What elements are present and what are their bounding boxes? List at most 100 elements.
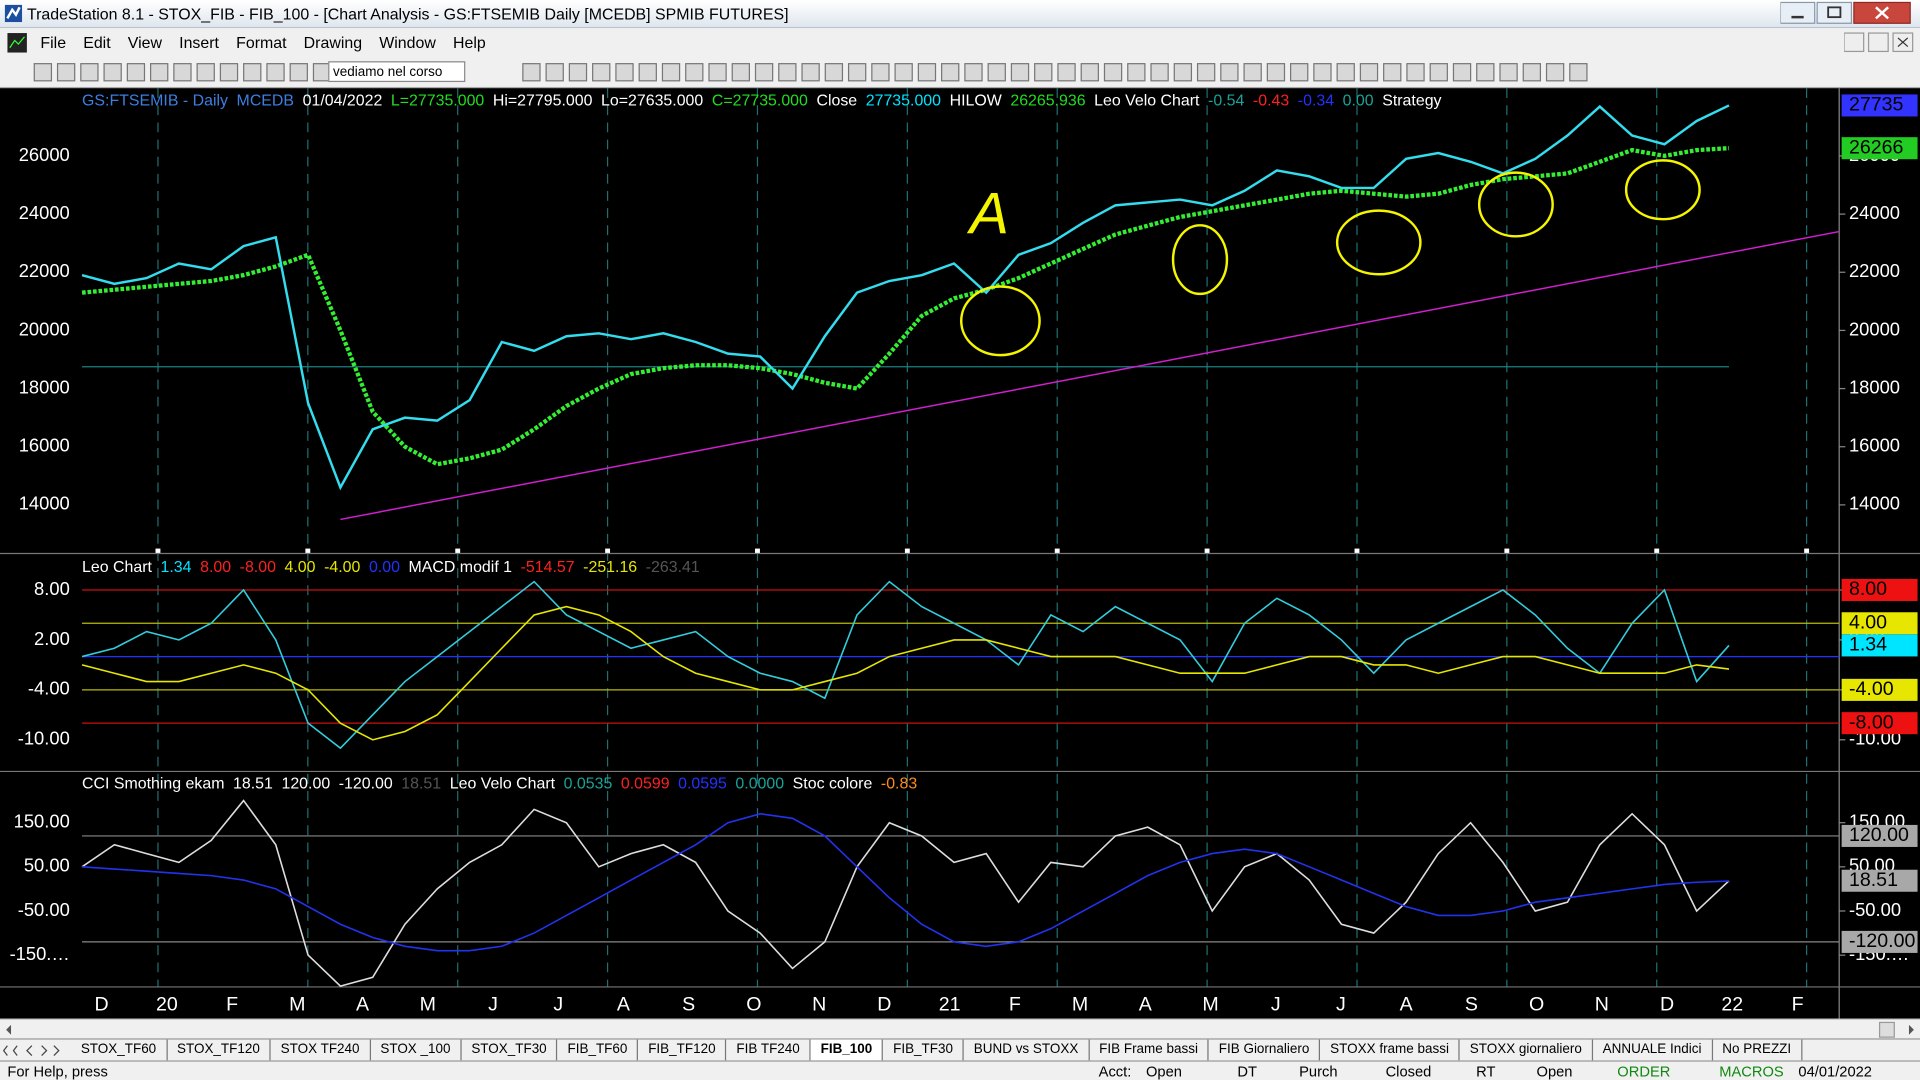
period-marker	[1504, 548, 1510, 554]
toolbar-icon[interactable]	[871, 63, 890, 82]
tab[interactable]: STOX_TF120	[167, 1039, 271, 1061]
value-box	[1841, 930, 1918, 953]
toolbar-icon[interactable]	[1220, 63, 1239, 82]
toolbar-icon[interactable]	[266, 63, 285, 82]
tab[interactable]: FIB_TF120	[638, 1039, 727, 1061]
toolbar-icon[interactable]	[522, 63, 541, 82]
toolbar-icon[interactable]	[1359, 63, 1379, 82]
toolbar-icon[interactable]	[824, 63, 844, 82]
toolbar-icon[interactable]	[1103, 63, 1123, 82]
tab[interactable]: ANNUALE Indici	[1593, 1039, 1713, 1061]
tab[interactable]: STOXX frame bassi	[1320, 1039, 1460, 1061]
window-controls[interactable]	[1780, 1, 1915, 25]
toolbar-icon[interactable]	[173, 63, 192, 82]
toolbar-icon[interactable]	[1266, 63, 1286, 82]
toolbar-icon[interactable]	[150, 63, 169, 82]
menu-item[interactable]: Window	[379, 33, 436, 52]
toolbar-icon[interactable]	[685, 63, 704, 82]
x-tick-label: F	[1009, 993, 1021, 1015]
menu-item[interactable]: View	[127, 33, 163, 52]
highlight-circle	[1171, 224, 1229, 296]
toolbar-icon[interactable]	[801, 63, 820, 82]
workspace-combo[interactable]: vediamo nel corso	[328, 61, 466, 83]
header-item: 18.51	[233, 773, 273, 793]
header-item: 120.00	[281, 773, 331, 793]
menu-item[interactable]: Help	[452, 33, 486, 52]
x-tick-label: A	[356, 993, 370, 1015]
window-title: TradeStation 8.1 - STOX_FIB - FIB_100 - …	[26, 4, 789, 24]
menu-item[interactable]: Insert	[179, 33, 219, 52]
toolbar-icon[interactable]	[1383, 63, 1402, 82]
toolbar-icon[interactable]	[1243, 63, 1262, 82]
toolbar-icon[interactable]	[1034, 63, 1053, 82]
toolbar-icon[interactable]	[987, 63, 1006, 82]
toolbar-icon[interactable]	[1080, 63, 1099, 82]
x-tick-label: F	[1792, 993, 1804, 1015]
toolbar-icon[interactable]	[243, 63, 262, 82]
tab[interactable]: FIB_TF60	[558, 1039, 639, 1061]
toolbar-icon[interactable]	[1545, 63, 1565, 82]
toolbar-icon[interactable]	[56, 63, 76, 82]
y-tick-label: 26000	[19, 144, 70, 165]
toolbar-icon[interactable]	[196, 63, 215, 82]
tab-nav[interactable]	[0, 1040, 69, 1062]
tab[interactable]: STOXX giornaliero	[1460, 1039, 1593, 1061]
tab[interactable]: STOX_TF60	[71, 1039, 168, 1061]
toolbar-icon[interactable]	[592, 63, 611, 82]
toolbar-icon[interactable]	[661, 63, 681, 82]
toolbar-icon[interactable]	[33, 63, 53, 82]
toolbar-icon[interactable]	[638, 63, 657, 82]
menu-item[interactable]: Format	[236, 33, 287, 52]
toolbar-icon[interactable]	[778, 63, 797, 82]
tab[interactable]: FIB TF240	[727, 1039, 811, 1061]
period-marker	[455, 548, 461, 554]
toolbar-icon[interactable]	[1452, 63, 1472, 82]
toolbar-icon[interactable]	[964, 63, 983, 82]
tab[interactable]: FIB_TF30	[883, 1039, 964, 1061]
tab[interactable]: STOX TF240	[271, 1039, 371, 1061]
toolbar-icon[interactable]	[1499, 63, 1518, 82]
toolbar-icon[interactable]	[1429, 63, 1448, 82]
toolbar-icon[interactable]	[708, 63, 727, 82]
toolbar-icon[interactable]	[568, 63, 588, 82]
toolbar-icon[interactable]	[894, 63, 913, 82]
toolbar-icon[interactable]	[1406, 63, 1425, 82]
toolbar-icon[interactable]	[1313, 63, 1332, 82]
toolbar-icon[interactable]	[103, 63, 122, 82]
menu-item[interactable]: File	[40, 33, 67, 52]
tab[interactable]: FIB_100	[810, 1039, 884, 1061]
toolbar-icon[interactable]	[1010, 63, 1030, 82]
toolbar-icon[interactable]	[1476, 63, 1495, 82]
toolbar-icon[interactable]	[847, 63, 867, 82]
toolbar-icon[interactable]	[615, 63, 634, 82]
toolbar-icon[interactable]	[1196, 63, 1216, 82]
toolbar-icon[interactable]	[1150, 63, 1169, 82]
tab[interactable]: STOX_TF30	[462, 1039, 558, 1061]
toolbar-icon[interactable]	[1173, 63, 1193, 82]
menu-item[interactable]: Edit	[83, 33, 111, 52]
tab[interactable]: BUND vs STOXX	[964, 1039, 1090, 1061]
toolbar-icon[interactable]	[1569, 63, 1588, 82]
tab[interactable]: FIB Giornaliero	[1209, 1039, 1321, 1061]
toolbar-icon[interactable]	[289, 63, 308, 82]
header-item: -4.00	[324, 557, 361, 576]
toolbar-icon[interactable]	[545, 63, 564, 82]
toolbar-icon[interactable]	[1127, 63, 1146, 82]
toolbar-icon[interactable]	[1057, 63, 1076, 82]
toolbar-icon[interactable]	[917, 63, 937, 82]
tab[interactable]: No PREZZI	[1712, 1039, 1803, 1061]
toolbar-icon[interactable]	[219, 63, 239, 82]
toolbar-icon[interactable]	[1290, 63, 1309, 82]
horizontal-scrollbar[interactable]	[0, 1018, 1920, 1039]
toolbar-icon[interactable]	[1522, 63, 1542, 82]
toolbar-icon[interactable]	[941, 63, 960, 82]
toolbar-icon[interactable]	[1336, 63, 1355, 82]
tab[interactable]: FIB Frame bassi	[1089, 1039, 1209, 1061]
toolbar-icon[interactable]	[731, 63, 751, 82]
toolbar-icon[interactable]	[80, 63, 99, 82]
toolbar-icon[interactable]	[754, 63, 774, 82]
tab[interactable]: STOX _100	[371, 1039, 462, 1061]
menu-item[interactable]: Drawing	[303, 33, 363, 52]
toolbar-icon[interactable]	[126, 63, 146, 82]
mdi-controls[interactable]	[1844, 31, 1917, 55]
